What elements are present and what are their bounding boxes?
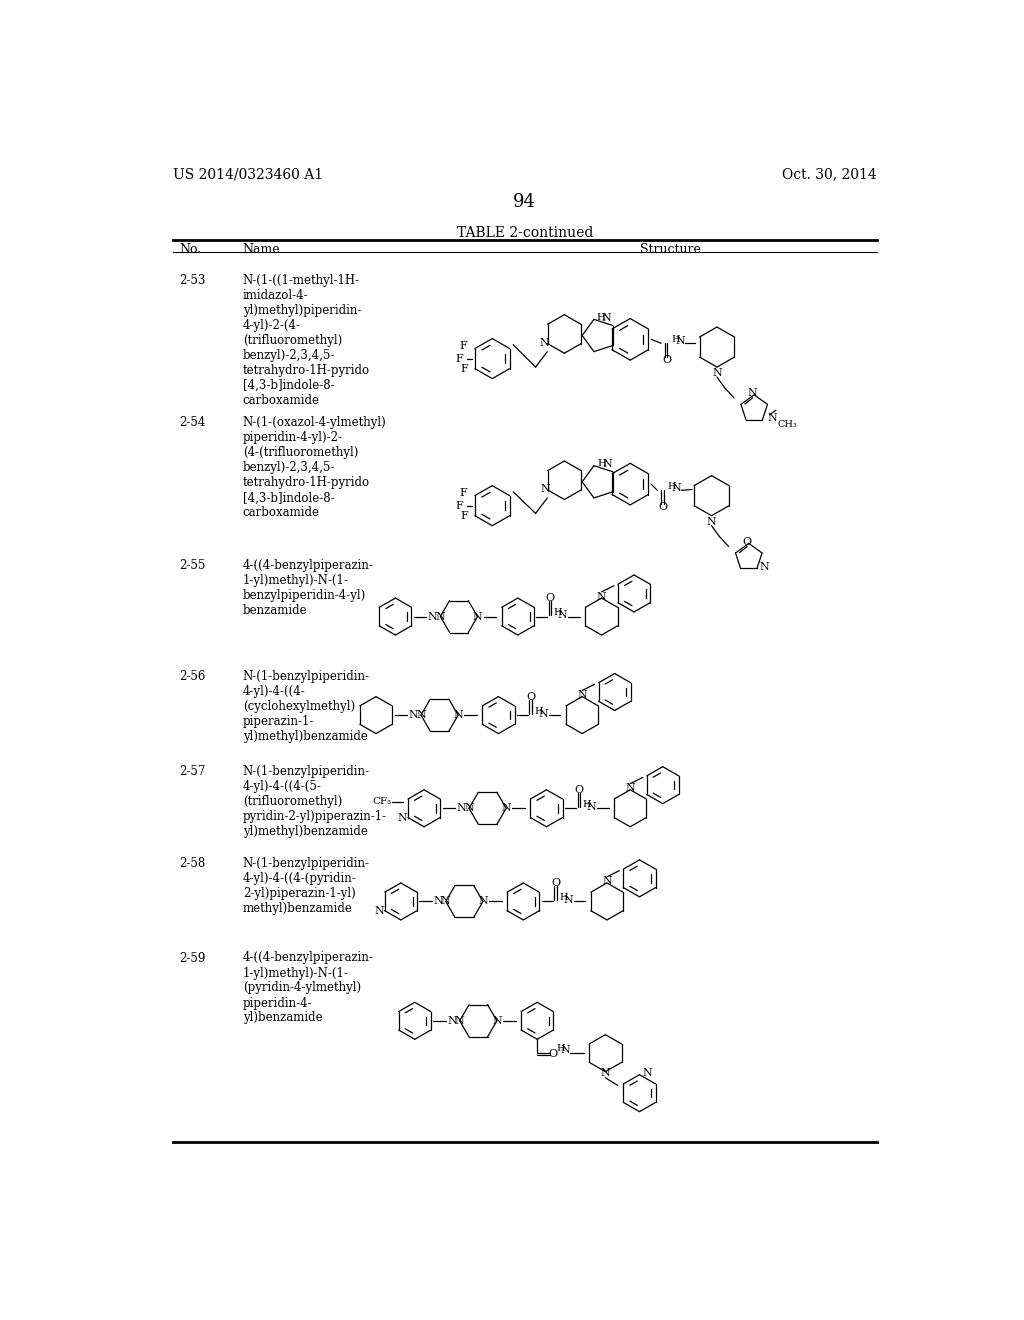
Text: N: N bbox=[676, 335, 685, 346]
Text: N: N bbox=[455, 1016, 465, 1026]
Text: H: H bbox=[583, 800, 591, 809]
Text: 2-57: 2-57 bbox=[179, 766, 206, 779]
Text: N: N bbox=[768, 413, 777, 422]
Text: 2-55: 2-55 bbox=[179, 558, 206, 572]
Text: N: N bbox=[642, 1068, 652, 1078]
Text: N: N bbox=[558, 610, 567, 620]
Text: N-(1-benzylpiperidin-
4-yl)-4-((4-(pyridin-
2-yl)piperazin-1-yl)
methyl)benzamid: N-(1-benzylpiperidin- 4-yl)-4-((4-(pyrid… bbox=[243, 857, 370, 915]
Text: N: N bbox=[540, 338, 549, 348]
Text: N: N bbox=[409, 710, 418, 721]
Text: 2-53: 2-53 bbox=[179, 275, 206, 286]
Text: H: H bbox=[559, 894, 568, 902]
Text: H: H bbox=[597, 459, 606, 467]
Text: No.: No. bbox=[179, 243, 202, 256]
Text: N: N bbox=[672, 483, 682, 492]
Text: N: N bbox=[416, 710, 426, 721]
Text: F: F bbox=[456, 354, 464, 363]
Text: N: N bbox=[502, 804, 511, 813]
Text: H: H bbox=[535, 706, 543, 715]
Text: O: O bbox=[574, 785, 584, 795]
Text: Oct. 30, 2014: Oct. 30, 2014 bbox=[782, 168, 877, 182]
Text: O: O bbox=[526, 692, 536, 702]
Text: N: N bbox=[473, 611, 482, 622]
Text: 2-58: 2-58 bbox=[179, 857, 206, 870]
Text: CF₃: CF₃ bbox=[372, 797, 391, 807]
Text: N-(1-benzylpiperidin-
4-yl)-4-((4-(5-
(trifluoromethyl)
pyridin-2-yl)piperazin-1: N-(1-benzylpiperidin- 4-yl)-4-((4-(5- (t… bbox=[243, 766, 387, 838]
Text: 94: 94 bbox=[513, 193, 537, 211]
Text: N: N bbox=[540, 484, 550, 495]
Text: N: N bbox=[746, 388, 757, 399]
Text: TABLE 2-continued: TABLE 2-continued bbox=[457, 226, 593, 240]
Text: N: N bbox=[492, 1016, 502, 1026]
Text: N: N bbox=[597, 591, 606, 602]
Text: F: F bbox=[460, 342, 467, 351]
Text: N: N bbox=[478, 896, 487, 907]
Text: O: O bbox=[548, 1049, 557, 1059]
Text: N: N bbox=[374, 906, 384, 916]
Text: N: N bbox=[626, 783, 635, 793]
Text: US 2014/0323460 A1: US 2014/0323460 A1 bbox=[173, 168, 324, 182]
Text: F: F bbox=[456, 500, 464, 511]
Text: N: N bbox=[760, 561, 769, 572]
Text: H: H bbox=[596, 313, 605, 322]
Text: N: N bbox=[454, 710, 463, 721]
Text: O: O bbox=[551, 878, 560, 888]
Text: H: H bbox=[554, 609, 562, 618]
Text: N: N bbox=[712, 368, 722, 379]
Text: N: N bbox=[707, 517, 717, 527]
Text: H: H bbox=[556, 1044, 565, 1053]
Text: O: O bbox=[741, 537, 751, 546]
Text: N: N bbox=[397, 813, 408, 822]
Text: F: F bbox=[460, 488, 467, 499]
Text: N: N bbox=[539, 709, 548, 718]
Text: 2-56: 2-56 bbox=[179, 671, 206, 684]
Text: N-(1-benzylpiperidin-
4-yl)-4-((4-
(cyclohexylmethyl)
piperazin-1-
yl)methyl)ben: N-(1-benzylpiperidin- 4-yl)-4-((4- (cycl… bbox=[243, 671, 370, 743]
Text: H: H bbox=[672, 335, 680, 343]
Text: N: N bbox=[602, 876, 611, 887]
Text: N: N bbox=[433, 896, 442, 907]
Text: F: F bbox=[461, 511, 468, 521]
Text: N: N bbox=[560, 1045, 570, 1055]
Text: 4-((4-benzylpiperazin-
1-yl)methyl)-N-(1-
benzylpiperidin-4-yl)
benzamide: 4-((4-benzylpiperazin- 1-yl)methyl)-N-(1… bbox=[243, 558, 374, 616]
Text: O: O bbox=[658, 502, 668, 512]
Text: N: N bbox=[457, 804, 466, 813]
Text: O: O bbox=[663, 355, 671, 366]
Text: N: N bbox=[464, 804, 474, 813]
Text: N: N bbox=[587, 801, 596, 812]
Text: N: N bbox=[602, 459, 611, 469]
Text: N-(1-(oxazol-4-ylmethyl)
piperidin-4-yl)-2-
(4-(trifluoromethyl)
benzyl)-2,3,4,5: N-(1-(oxazol-4-ylmethyl) piperidin-4-yl)… bbox=[243, 416, 386, 519]
Text: N: N bbox=[601, 313, 611, 323]
Text: N: N bbox=[563, 895, 573, 906]
Text: 2-59: 2-59 bbox=[179, 952, 206, 965]
Text: Structure: Structure bbox=[640, 243, 701, 256]
Text: F: F bbox=[461, 364, 468, 375]
Text: 4-((4-benzylpiperazin-
1-yl)methyl)-N-(1-
(pyridin-4-ylmethyl)
piperidin-4-
yl)b: 4-((4-benzylpiperazin- 1-yl)methyl)-N-(1… bbox=[243, 952, 374, 1024]
Text: O: O bbox=[546, 593, 555, 603]
Text: N-(1-((1-methyl-1H-
imidazol-4-
yl)methyl)piperidin-
4-yl)-2-(4-
(trifluoromethy: N-(1-((1-methyl-1H- imidazol-4- yl)methy… bbox=[243, 275, 370, 407]
Text: N: N bbox=[428, 611, 437, 622]
Text: N: N bbox=[447, 1016, 457, 1026]
Text: N: N bbox=[578, 690, 587, 700]
Text: H: H bbox=[668, 482, 677, 491]
Text: CH₃: CH₃ bbox=[777, 420, 798, 429]
Text: N: N bbox=[435, 611, 445, 622]
Text: Name: Name bbox=[243, 243, 281, 256]
Text: N: N bbox=[600, 1068, 610, 1078]
Text: 2-54: 2-54 bbox=[179, 416, 206, 429]
Text: N: N bbox=[441, 896, 451, 907]
